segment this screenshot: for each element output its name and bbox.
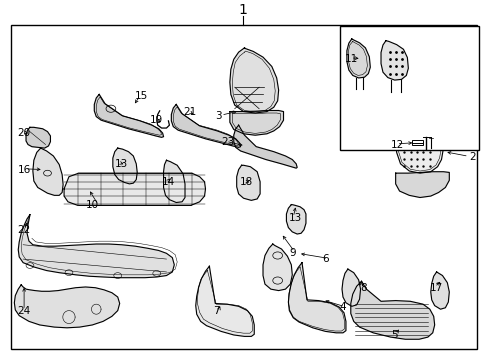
Text: 10: 10 [86, 201, 99, 210]
Polygon shape [195, 266, 254, 336]
Polygon shape [395, 102, 443, 173]
Polygon shape [14, 285, 120, 328]
Text: 12: 12 [390, 140, 403, 149]
Polygon shape [26, 127, 50, 148]
Text: 7: 7 [212, 306, 219, 316]
Text: 17: 17 [429, 283, 442, 293]
Text: 8: 8 [360, 283, 366, 293]
Polygon shape [350, 281, 434, 339]
Text: 9: 9 [289, 248, 295, 258]
Polygon shape [380, 41, 407, 80]
Text: 11: 11 [344, 54, 358, 64]
Polygon shape [236, 165, 260, 201]
Bar [339, 26, 478, 150]
Polygon shape [233, 125, 297, 168]
Text: 23: 23 [221, 137, 234, 147]
Text: 14: 14 [161, 177, 175, 187]
Polygon shape [94, 94, 163, 138]
Polygon shape [346, 39, 369, 78]
Text: 6: 6 [322, 254, 328, 264]
Text: 15: 15 [135, 91, 148, 101]
Text: 22: 22 [17, 225, 30, 235]
Polygon shape [288, 263, 345, 333]
Text: 21: 21 [183, 107, 196, 117]
Text: 3: 3 [215, 111, 222, 121]
Bar [411, 140, 422, 145]
Text: 13: 13 [115, 159, 128, 169]
Polygon shape [64, 173, 205, 205]
Text: 4: 4 [339, 302, 346, 312]
Polygon shape [263, 244, 292, 291]
Text: 5: 5 [390, 330, 397, 340]
Polygon shape [113, 148, 137, 184]
Text: 1: 1 [238, 3, 247, 17]
Polygon shape [33, 148, 63, 195]
Polygon shape [171, 104, 240, 147]
Polygon shape [286, 204, 305, 234]
Text: 2: 2 [468, 152, 474, 162]
Text: 16: 16 [18, 165, 31, 175]
Text: 20: 20 [17, 128, 30, 138]
Polygon shape [395, 172, 448, 198]
Text: 13: 13 [288, 213, 301, 223]
Polygon shape [229, 111, 283, 135]
Text: 18: 18 [239, 177, 252, 187]
Polygon shape [18, 215, 174, 278]
Polygon shape [430, 272, 448, 309]
Polygon shape [229, 48, 278, 113]
Polygon shape [163, 160, 184, 203]
Polygon shape [341, 269, 360, 306]
Text: 19: 19 [149, 115, 163, 125]
Text: 24: 24 [17, 306, 30, 316]
